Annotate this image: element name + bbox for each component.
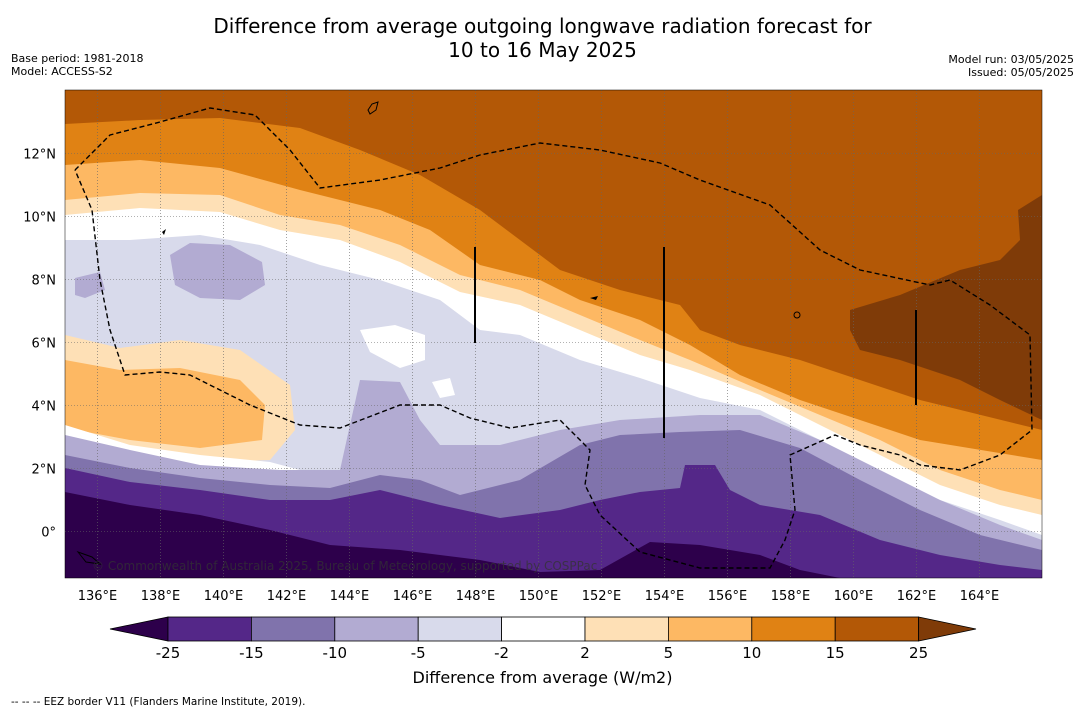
lon-tick-label: 138°E [141, 589, 181, 604]
model-run-text: Model run: 03/05/2025 [948, 53, 1074, 66]
island [162, 229, 166, 235]
lat-tick-label: 12°N [23, 148, 56, 163]
latitude-labels: 12°N 10°N 8°N 6°N 4°N 2°N 0° [23, 148, 56, 541]
colorbar-extend-high [918, 616, 977, 642]
pocket-white-mid [360, 325, 425, 368]
footnote: -- -- -- EEZ border V11 (Flanders Marine… [11, 696, 306, 708]
colorbar-tick-label: 15 [826, 644, 845, 662]
lat-tick-label: 0° [41, 526, 56, 541]
colorbar-tick-label: 2 [580, 644, 590, 662]
map-frame [64, 89, 1043, 579]
lon-tick-label: 164°E [960, 589, 1000, 604]
colorbar-segment [584, 616, 669, 642]
lat-tick-label: 2°N [32, 463, 57, 478]
island [590, 296, 598, 300]
lon-tick-label: 152°E [582, 589, 622, 604]
lon-tick-label: 146°E [393, 589, 433, 604]
colorbar-segment [250, 616, 336, 642]
pocket-cool-upper [170, 243, 265, 300]
colorbar-tick-label: 10 [742, 644, 761, 662]
colorbar-tick-label: -2 [494, 644, 509, 662]
colorbar-segment [501, 616, 586, 642]
coastline [76, 550, 102, 565]
title-line-1: Difference from average outgoing longwav… [213, 14, 872, 38]
lon-tick-label: 156°E [708, 589, 748, 604]
colorbar-segment [167, 616, 252, 642]
lon-tick-label: 160°E [834, 589, 874, 604]
colorbar-tick-label: -15 [239, 644, 264, 662]
pocket-warm-left-core [65, 360, 265, 448]
island-outline [793, 311, 801, 319]
colorbar-segment [834, 616, 920, 642]
lon-tick-label: 162°E [897, 589, 937, 604]
lon-tick-label: 148°E [456, 589, 496, 604]
colorbar: -25 -15 -10 -5 -2 2 5 10 15 25 [109, 616, 977, 662]
model-text: Model: ACCESS-S2 [11, 65, 113, 78]
map-plot-area: © Commonwealth of Australia 2025, Bureau… [65, 90, 1042, 578]
colorbar-tick-label: -10 [323, 644, 348, 662]
pocket-white-left [65, 425, 300, 480]
lon-tick-label: 150°E [519, 589, 559, 604]
meta-left: Base period: 1981-2018 Model: ACCESS-S2 [11, 52, 143, 78]
pocket-white-small [432, 378, 455, 398]
map-title: Difference from average outgoing longwav… [0, 14, 1085, 62]
colorbar-label: Difference from average (W/m2) [412, 668, 673, 687]
lon-tick-label: 158°E [771, 589, 811, 604]
lat-tick-label: 6°N [32, 337, 57, 352]
lon-tick-label: 136°E [78, 589, 118, 604]
colorbar-segment [417, 616, 503, 642]
lon-tick-label: 140°E [204, 589, 244, 604]
watermark-text: © Commonwealth of Australia 2025, Bureau… [92, 559, 597, 573]
colorbar-tick-label: -25 [156, 644, 181, 662]
band-below-minus25 [65, 492, 840, 578]
lon-tick-label: 154°E [645, 589, 685, 604]
lon-tick-label: 144°E [330, 589, 370, 604]
colorbar-segment [668, 616, 753, 642]
lat-tick-label: 8°N [32, 274, 57, 289]
issued-text: Issued: 05/05/2025 [967, 66, 1074, 79]
lat-tick-label: 4°N [32, 400, 57, 415]
map-grid [65, 90, 1042, 578]
base-period-text: Base period: 1981-2018 [11, 52, 144, 65]
longitude-labels: 136°E 138°E 140°E 142°E 144°E 146°E 148°E 150°E… [78, 589, 1000, 604]
colorbar-segment [751, 616, 836, 642]
eez-border [74, 107, 1033, 569]
colorbar-segment [334, 616, 419, 642]
title-line-2: 10 to 16 May 2025 [448, 38, 637, 62]
meta-right: Model run: 03/05/2025 Issued: 05/05/2025 [948, 53, 1074, 79]
band-above-25 [850, 195, 1042, 420]
lat-tick-label: 10°N [23, 211, 56, 226]
lon-tick-label: 142°E [267, 589, 307, 604]
colorbar-tick-label: -5 [411, 644, 426, 662]
island-outline [367, 101, 379, 115]
colorbar-tick-label: 5 [664, 644, 674, 662]
colorbar-tick-label: 25 [909, 644, 928, 662]
colorbar-extend-low [109, 616, 169, 642]
